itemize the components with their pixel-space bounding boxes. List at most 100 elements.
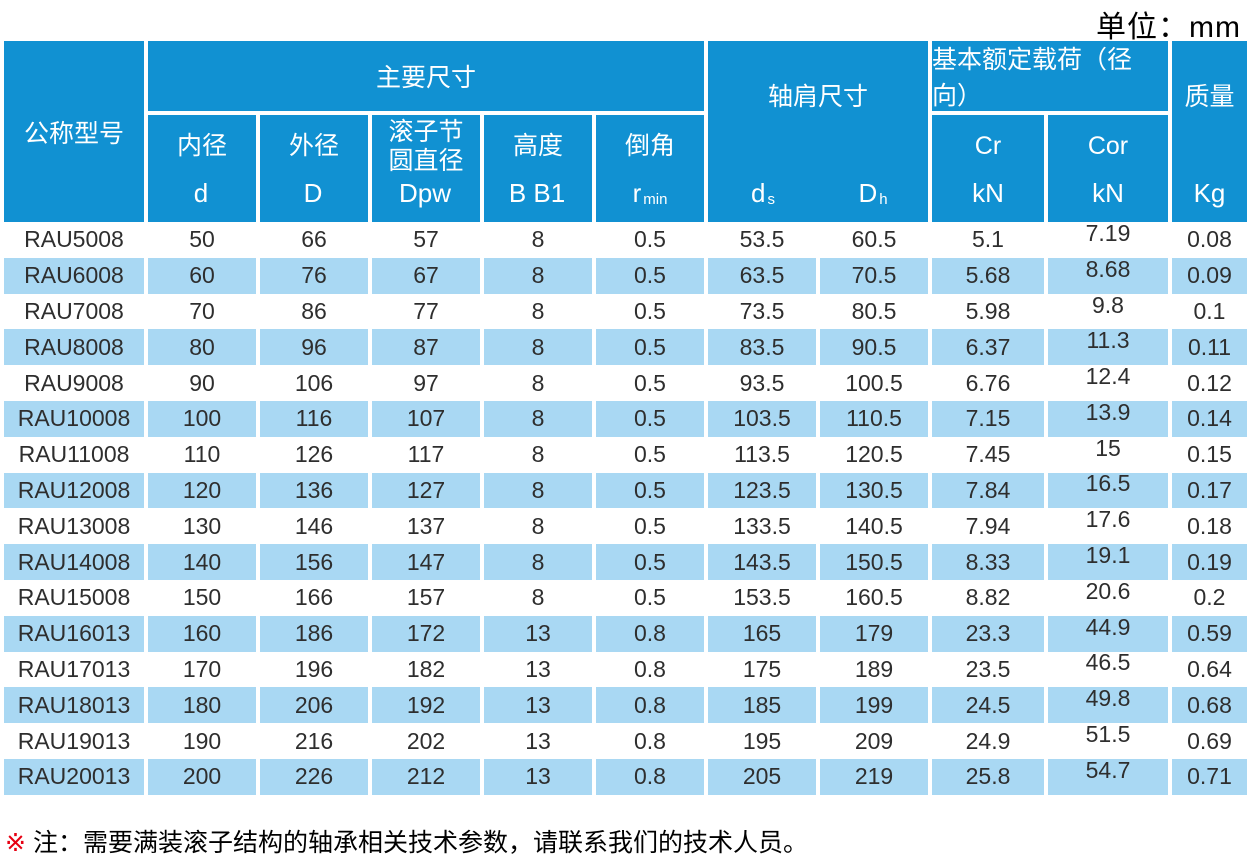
cell-dpw: 57 (372, 222, 484, 258)
cell-ds: 175 (708, 651, 820, 688)
roller-pitch-diameter-label: 滚子节圆直径 (388, 117, 464, 175)
cell-kg: 0.64 (1172, 651, 1247, 688)
cell-r: 0.5 (596, 365, 708, 401)
col-group-main-dimensions: 主要尺寸 (148, 41, 708, 115)
cell-d: 80 (148, 329, 260, 366)
cell-ds: 123.5 (708, 472, 820, 509)
cell-kg: 0.69 (1172, 723, 1247, 759)
cell-dh: 90.5 (820, 329, 932, 366)
unit-label: 单位：mm (1096, 11, 1241, 44)
cell-cor: 12.4 (1048, 363, 1172, 401)
cell-ds: 195 (708, 723, 820, 759)
cell-cor: 49.8 (1048, 685, 1172, 724)
cell-r: 0.5 (596, 293, 708, 330)
cell-cor: 17.6 (1048, 506, 1172, 545)
cell-dpw: 157 (372, 579, 484, 616)
cell-b: 8 (484, 400, 596, 437)
cell-d: 190 (148, 723, 260, 759)
basic-load-rating-label: 基本额定载荷（径向） (932, 46, 1133, 110)
outer-diameter-symbol: D (303, 178, 323, 208)
cell-dh: 80.5 (820, 293, 932, 330)
cor-unit: kN (1092, 178, 1124, 208)
cell-cor: 16.5 (1048, 470, 1172, 509)
cell-dpw: 192 (372, 687, 484, 724)
cell-D: 126 (260, 436, 372, 473)
row-model: RAU10008 (4, 400, 148, 437)
row-model: RAU17013 (4, 651, 148, 688)
cell-dh: 199 (820, 687, 932, 724)
cell-ds: 83.5 (708, 329, 820, 366)
cell-dpw: 87 (372, 329, 484, 366)
cell-r: 0.5 (596, 257, 708, 294)
cell-b: 8 (484, 257, 596, 294)
cell-r: 0.8 (596, 687, 708, 724)
row-model: RAU19013 (4, 723, 148, 759)
cell-cor: 13.9 (1048, 399, 1172, 437)
cell-kg: 0.59 (1172, 615, 1247, 652)
cell-d: 50 (148, 222, 260, 258)
cell-d: 140 (148, 544, 260, 580)
cell-cor: 19.1 (1048, 542, 1172, 580)
cell-ds: 113.5 (708, 436, 820, 473)
inner-diameter-symbol: d (193, 178, 209, 208)
inner-diameter-label: 内径 (176, 132, 227, 161)
cell-ds: 63.5 (708, 257, 820, 294)
cell-D: 186 (260, 615, 372, 652)
cell-cr: 5.1 (932, 222, 1048, 258)
cell-kg: 0.68 (1172, 687, 1247, 724)
cell-dh: 110.5 (820, 400, 932, 437)
chamfer-symbol: r (632, 178, 642, 208)
col-header-height: 高度 B B1 (484, 115, 596, 222)
cell-D: 136 (260, 472, 372, 509)
row-model: RAU8008 (4, 329, 148, 366)
col-group-main-dimensions-label: 主要尺寸 (375, 64, 476, 92)
roller-pitch-diameter-symbol: Dpw (398, 178, 451, 208)
cell-d: 120 (148, 472, 260, 509)
row-model: RAU11008 (4, 436, 148, 473)
cell-b: 8 (484, 436, 596, 473)
cell-cr: 6.37 (932, 329, 1048, 366)
cell-ds: 153.5 (708, 579, 820, 616)
cell-kg: 0.18 (1172, 508, 1247, 545)
cell-r: 0.5 (596, 436, 708, 473)
cell-kg: 0.09 (1172, 257, 1247, 294)
row-model: RAU9008 (4, 365, 148, 401)
cell-cor: 20.6 (1048, 578, 1172, 616)
cell-cr: 7.15 (932, 400, 1048, 437)
cell-cr: 25.8 (932, 758, 1048, 795)
cell-r: 0.5 (596, 472, 708, 509)
col-header-cor: Cor kN (1048, 115, 1172, 222)
cell-cor: 44.9 (1048, 614, 1172, 652)
cell-r: 0.8 (596, 723, 708, 759)
shoulder-dimensions-label: 轴肩尺寸 (767, 83, 868, 111)
cell-b: 8 (484, 329, 596, 366)
cell-cor: 7.19 (1048, 220, 1172, 258)
col-header-inner-diameter: 内径 d (148, 115, 260, 222)
cell-d: 90 (148, 365, 260, 401)
cell-D: 206 (260, 687, 372, 724)
cell-dh: 150.5 (820, 544, 932, 580)
chamfer-symbol-sub: min (643, 191, 668, 208)
cell-cr: 24.9 (932, 723, 1048, 759)
cell-b: 8 (484, 365, 596, 401)
col-header-model: 公称型号 (4, 41, 148, 222)
cell-d: 110 (148, 436, 260, 473)
row-model: RAU14008 (4, 544, 148, 580)
cell-d: 100 (148, 400, 260, 437)
cell-dpw: 212 (372, 758, 484, 795)
cell-d: 60 (148, 257, 260, 294)
cell-dh: 160.5 (820, 579, 932, 616)
cell-D: 96 (260, 329, 372, 366)
cell-D: 86 (260, 293, 372, 330)
cell-dh: 100.5 (820, 365, 932, 401)
cell-cor: 15 (1048, 435, 1172, 473)
cell-dh: 130.5 (820, 472, 932, 509)
cell-dpw: 202 (372, 723, 484, 759)
cr-label: Cr (974, 132, 1002, 161)
cell-b: 8 (484, 222, 596, 258)
cell-D: 226 (260, 758, 372, 795)
cell-dpw: 67 (372, 257, 484, 294)
cell-D: 156 (260, 544, 372, 580)
cell-b: 8 (484, 508, 596, 545)
footnote: ※ 注：需要满装滚子结构的轴承相关技术参数，请联系我们的技术人员。 (5, 823, 808, 859)
